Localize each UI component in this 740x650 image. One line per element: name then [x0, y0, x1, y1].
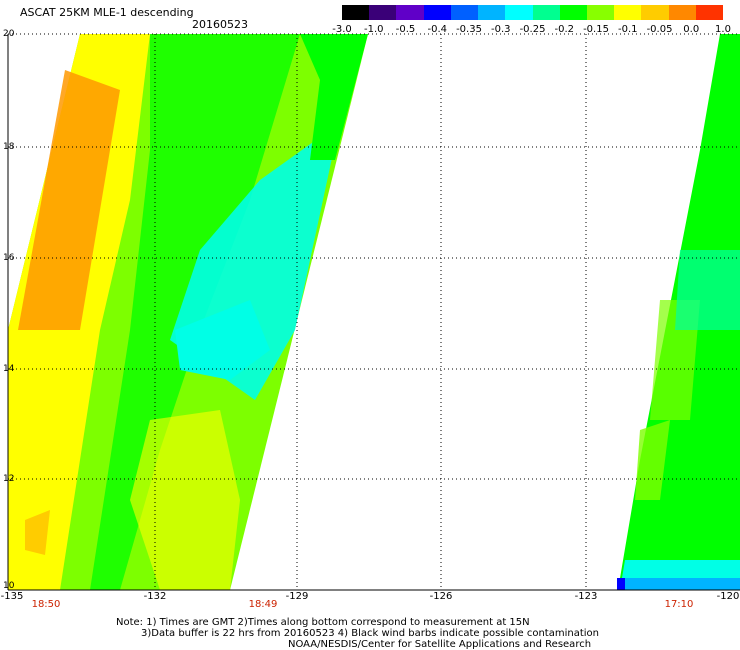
color-scale-swatch — [342, 5, 370, 20]
color-scale-swatch — [478, 5, 506, 20]
color-scale-swatch — [614, 5, 642, 20]
map-title: ASCAT 25KM MLE-1 descending — [20, 6, 194, 19]
color-scale-label: -0.1 — [617, 24, 638, 35]
lon-label-129: -129 — [285, 591, 309, 602]
lat-label-18: 18 — [3, 142, 15, 152]
color-scale-swatch — [641, 5, 669, 20]
note-line-1: Note: 1) Times are GMT 2)Times along bot… — [116, 617, 530, 628]
color-scale-label: -0.5 — [395, 24, 416, 35]
color-scale-label: -0.15 — [583, 24, 609, 35]
color-scale-label: -1.0 — [363, 24, 384, 35]
color-scale-swatch — [586, 5, 615, 20]
color-scale-label: -3.0 — [332, 24, 352, 35]
color-scale-labels: -3.0 -1.0 -0.5 -0.4 -0.35 -0.3 -0.25 -0.2 -0.15-… — [332, 24, 731, 36]
color-scale-swatch — [532, 5, 560, 20]
color-scale-swatch — [396, 5, 424, 20]
lon-label-135: -135 — [0, 591, 24, 602]
color-scale-bar — [342, 5, 724, 20]
color-scale-swatch — [505, 5, 533, 20]
lon-label-132: -132 — [143, 591, 167, 602]
lat-label-10: 10 — [3, 581, 15, 591]
lon-label-123: -123 — [574, 591, 598, 602]
lat-lon-grid — [8, 33, 740, 590]
color-scale-swatch — [695, 5, 724, 20]
time-label-right: 17:10 — [664, 599, 694, 610]
map-frame — [7, 34, 740, 591]
map-date: 20160523 — [192, 18, 248, 31]
lat-label-12: 12 — [3, 474, 15, 484]
color-scale-label: 0.0 — [683, 24, 700, 35]
time-label-center: 18:49 — [248, 599, 278, 610]
lon-label-120: -120 — [716, 591, 740, 602]
color-scale-label: -0.3 — [490, 24, 511, 35]
color-scale-swatch — [450, 5, 479, 20]
color-scale-label: -0.05 — [646, 24, 673, 35]
color-scale-label: -0.2 — [554, 24, 575, 35]
left-swath — [8, 34, 368, 590]
color-scale-swatch — [369, 5, 397, 20]
lat-label-14: 14 — [3, 364, 15, 374]
color-scale-swatch — [668, 5, 696, 20]
note-line-2: 3)Data buffer is 22 hrs from 20160523 4)… — [141, 628, 599, 639]
lon-label-126: -126 — [429, 591, 453, 602]
time-label-left: 18:50 — [31, 599, 61, 610]
color-scale-label: -0.35 — [456, 24, 482, 35]
lat-label-20: 20 — [3, 29, 15, 39]
color-scale-swatch — [559, 5, 587, 20]
right-swath — [617, 34, 740, 590]
lat-label-16: 16 — [3, 253, 15, 263]
color-scale-label: -0.4 — [427, 24, 448, 35]
color-scale-label: 1.0 — [715, 24, 731, 35]
color-scale-swatch — [423, 5, 451, 20]
note-line-3: NOAA/NESDIS/Center for Satellite Applica… — [288, 639, 592, 650]
color-scale-label: -0.25 — [519, 24, 546, 35]
